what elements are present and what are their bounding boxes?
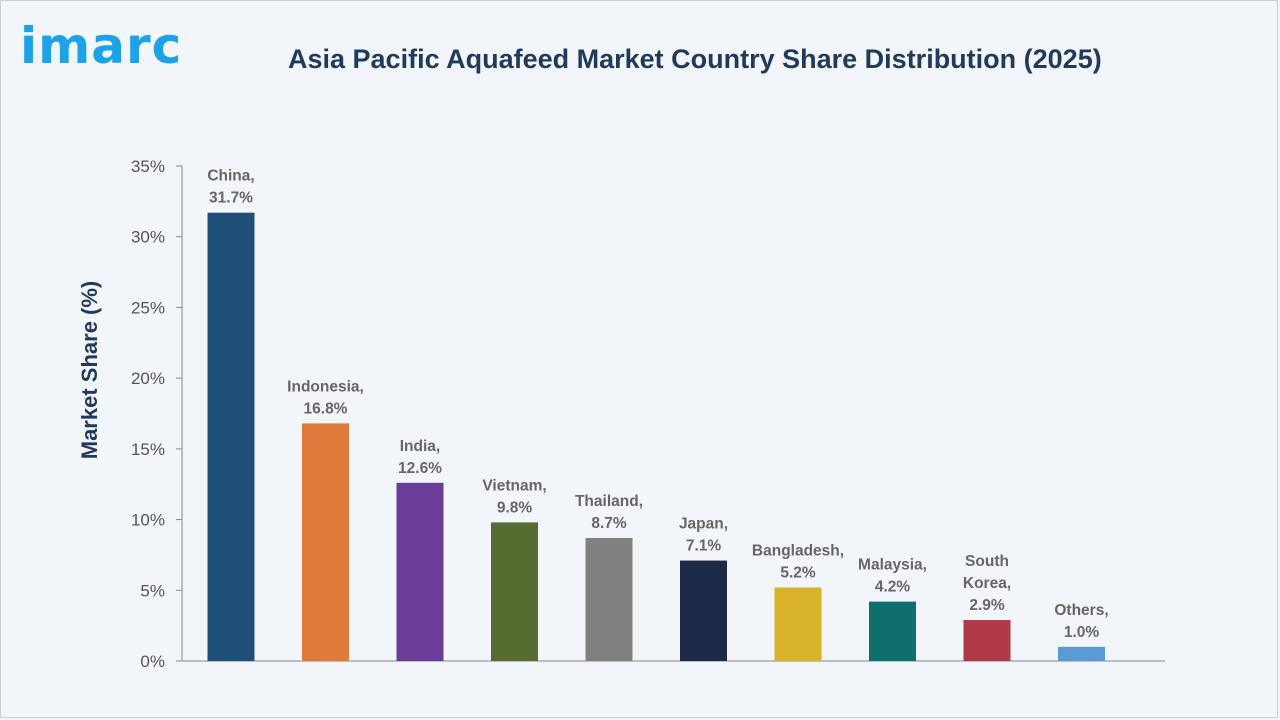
data-label: Japan, 7.1%: [679, 516, 728, 555]
bar-indonesia: [302, 423, 349, 661]
data-label: South Korea, 2.9%: [963, 553, 1011, 614]
bar-japan: [680, 560, 727, 661]
bar-india: [396, 482, 444, 661]
data-label: India, 12.6%: [398, 438, 442, 477]
data-label: Bangladesh, 5.2%: [752, 542, 844, 581]
y-axis-title: Market Share (%): [77, 281, 102, 460]
y-tick-label: 20%: [131, 369, 165, 388]
y-tick-label: 30%: [131, 228, 165, 247]
data-label: Vietnam, 9.8%: [482, 477, 546, 516]
bar-south-korea: [963, 619, 1011, 661]
data-label: China, 31.7%: [207, 168, 254, 207]
chart-title: Asia Pacific Aquafeed Market Country Sha…: [288, 44, 1102, 74]
data-label: Thailand, 8.7%: [575, 493, 643, 532]
y-axis: 0% 5% 10% 15% 20% 25% 30% 35%: [131, 157, 1165, 671]
logo-text: imarc: [20, 17, 183, 75]
data-label: Indonesia, 16.8%: [287, 378, 364, 417]
y-tick-label: 10%: [131, 511, 165, 530]
imarc-logo: imarc: [20, 14, 202, 78]
bar-china: [207, 212, 255, 661]
y-tick-label: 0%: [140, 652, 165, 671]
y-tick-label: 25%: [131, 298, 165, 317]
data-label: Malaysia, 4.2%: [858, 557, 927, 596]
y-tick-label: 35%: [131, 157, 165, 176]
bar-malaysia: [869, 601, 916, 661]
bar-bangladesh: [774, 587, 822, 661]
y-tick-label: 15%: [131, 440, 165, 459]
data-labels: China, 31.7% Indonesia, 16.8% India, 12.6% Vie…: [207, 168, 1108, 641]
bar-vietnam: [491, 522, 538, 661]
data-label: Others, 1.0%: [1054, 602, 1108, 641]
bar-others: [1058, 646, 1105, 661]
bar-thailand: [585, 537, 633, 661]
y-tick-label: 5%: [140, 581, 165, 600]
bars: [207, 212, 1105, 661]
